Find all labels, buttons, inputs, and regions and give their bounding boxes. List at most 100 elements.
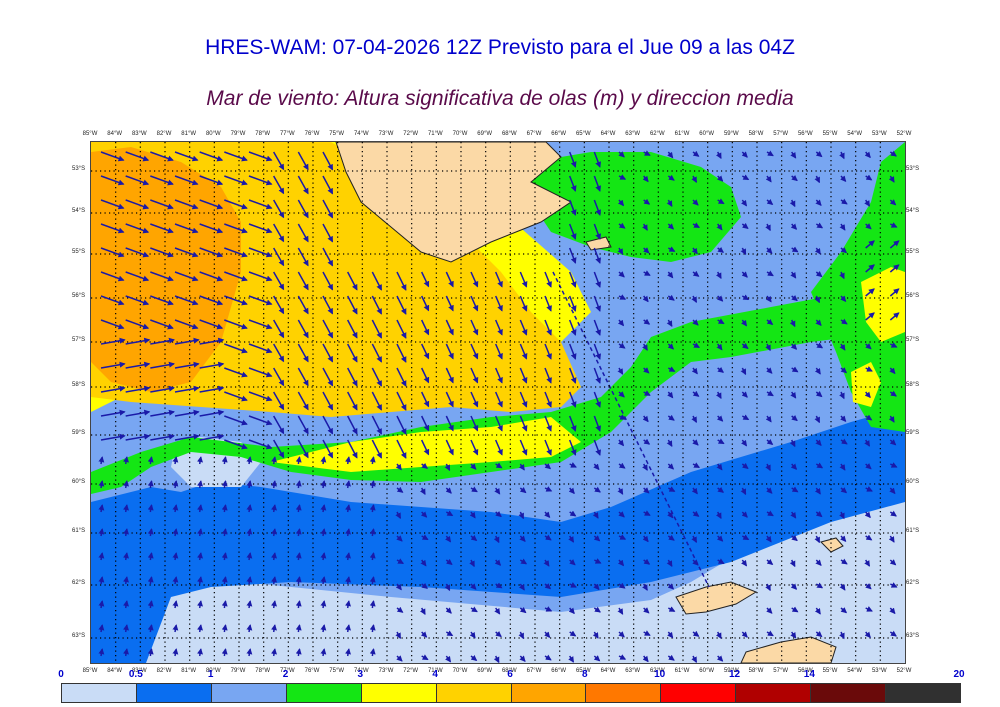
- direction-arrow: [396, 439, 407, 459]
- direction-arrow: [271, 624, 277, 633]
- direction-arrow: [273, 271, 285, 291]
- direction-arrow: [445, 391, 454, 408]
- direction-arrow: [147, 648, 154, 657]
- direction-arrow: [617, 367, 624, 375]
- direction-arrow: [273, 439, 285, 459]
- direction-arrow: [395, 631, 402, 639]
- direction-arrow: [470, 391, 479, 408]
- direction-arrow: [667, 391, 674, 399]
- direction-arrow: [568, 391, 577, 408]
- direction-arrow: [839, 511, 845, 520]
- direction-arrow: [123, 600, 129, 609]
- direction-arrow: [717, 366, 724, 373]
- lat-label-left: 61°S: [72, 528, 86, 534]
- direction-arrow: [371, 271, 383, 291]
- direction-arrow: [888, 175, 895, 183]
- direction-arrow: [345, 504, 351, 513]
- direction-arrow: [470, 415, 479, 432]
- direction-arrow: [273, 223, 285, 243]
- direction-arrow: [642, 175, 649, 183]
- direction-arrow: [643, 247, 650, 254]
- direction-arrow: [248, 415, 273, 426]
- direction-arrow: [150, 175, 174, 186]
- direction-arrow: [469, 631, 476, 639]
- colorbar-segment: [886, 684, 961, 702]
- wave-height-map[interactable]: [90, 141, 906, 664]
- direction-arrow: [445, 655, 452, 663]
- direction-arrow: [125, 385, 151, 393]
- direction-arrow: [593, 606, 601, 613]
- direction-arrow: [420, 295, 430, 312]
- zone-6-8m: [91, 147, 241, 392]
- direction-arrow: [150, 295, 174, 306]
- direction-arrow: [420, 271, 430, 288]
- lon-label-bottom: 78°W: [255, 668, 271, 674]
- direction-arrow: [643, 558, 651, 565]
- direction-arrow: [100, 361, 126, 369]
- direction-arrow: [494, 415, 503, 432]
- direction-arrow: [320, 504, 327, 513]
- direction-arrow: [617, 439, 625, 447]
- direction-arrow: [790, 583, 798, 590]
- direction-arrow: [98, 456, 105, 465]
- direction-arrow: [172, 480, 179, 489]
- direction-arrow: [322, 175, 334, 195]
- direction-arrow: [123, 648, 129, 657]
- lon-label-bottom: 74°W: [353, 668, 369, 674]
- direction-arrow: [741, 294, 750, 301]
- direction-arrow: [123, 480, 129, 489]
- direction-arrow: [221, 528, 228, 537]
- direction-arrow: [544, 343, 552, 360]
- direction-arrow: [248, 175, 273, 186]
- direction-arrow: [345, 624, 351, 633]
- direction-arrow: [273, 415, 285, 435]
- direction-arrow: [150, 433, 175, 441]
- direction-arrow: [815, 199, 822, 206]
- direction-arrow: [444, 583, 451, 592]
- direction-arrow: [396, 295, 407, 315]
- lat-label-right: 61°S: [906, 528, 920, 534]
- direction-arrow: [741, 319, 748, 327]
- direction-arrow: [445, 558, 453, 565]
- direction-arrow: [642, 415, 649, 423]
- lon-label-bottom: 68°W: [501, 668, 517, 674]
- direction-arrow: [320, 528, 327, 537]
- direction-arrow: [271, 504, 277, 513]
- direction-arrow: [865, 264, 875, 273]
- direction-arrow: [815, 391, 823, 398]
- direction-arrow: [692, 222, 700, 229]
- direction-arrow: [221, 480, 228, 489]
- colorbar-segment: [136, 684, 212, 702]
- direction-arrow: [865, 486, 873, 492]
- lon-label-bottom: 85°W: [82, 668, 98, 674]
- direction-arrow: [716, 175, 724, 182]
- direction-arrow: [865, 366, 873, 372]
- direction-arrow: [246, 504, 253, 513]
- direction-arrow: [125, 271, 150, 282]
- direction-arrow: [295, 480, 302, 489]
- direction-arrow: [617, 247, 624, 255]
- direction-arrow: [246, 552, 253, 561]
- direction-arrow: [715, 151, 722, 160]
- direction-arrow: [98, 552, 105, 561]
- direction-arrow: [544, 534, 552, 541]
- direction-arrow: [865, 223, 872, 230]
- lat-label-left: 57°S: [72, 337, 86, 343]
- direction-arrow: [150, 271, 174, 282]
- direction-arrow: [197, 504, 203, 513]
- direction-arrow: [369, 552, 376, 561]
- direction-arrow: [790, 631, 797, 639]
- lon-label-top: 53°W: [871, 131, 887, 137]
- direction-arrow: [174, 295, 199, 306]
- direction-arrow: [100, 433, 126, 441]
- wind-direction-arrows: [98, 150, 900, 663]
- lon-label-top: 59°W: [723, 131, 739, 137]
- direction-arrow: [174, 433, 200, 441]
- direction-arrow: [273, 295, 285, 315]
- lon-label-bottom: 56°W: [797, 668, 813, 674]
- direction-arrow: [815, 151, 823, 158]
- direction-arrow: [691, 295, 698, 303]
- direction-arrow: [864, 391, 871, 399]
- direction-arrow: [445, 487, 452, 494]
- direction-arrow: [371, 415, 383, 435]
